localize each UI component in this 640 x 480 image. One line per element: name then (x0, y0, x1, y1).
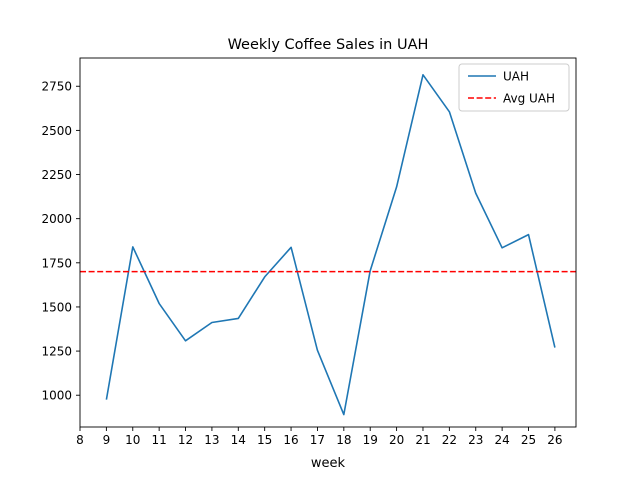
x-tick-label: 18 (336, 433, 351, 447)
series-uah-line (105, 74, 556, 416)
x-axis: 8 9 10 11 12 13 14 15 16 17 18 19 20 21 22 23 24 25 26 (76, 427, 563, 447)
y-tick-label: 1500 (41, 300, 72, 314)
x-tick-label: 14 (231, 433, 246, 447)
plot-frame (79, 57, 577, 428)
y-tick-label: 1750 (41, 256, 72, 270)
x-tick-label: 8 (76, 433, 84, 447)
x-tick-label: 11 (152, 433, 167, 447)
x-tick-label: 26 (547, 433, 562, 447)
x-axis-label: week (311, 456, 346, 471)
y-tick-label: 2250 (41, 168, 72, 182)
x-tick-label: 15 (257, 433, 272, 447)
x-tick-label: 24 (494, 433, 509, 447)
legend-label: UAH (503, 70, 529, 84)
x-tick-label: 16 (283, 433, 298, 447)
x-tick-label: 19 (363, 433, 378, 447)
x-tick-label: 9 (103, 433, 111, 447)
y-axis: 1000 1250 1500 1750 2000 2250 2500 2750 (41, 80, 80, 403)
y-tick-label: 2750 (41, 80, 72, 94)
x-tick-label: 10 (125, 433, 140, 447)
legend-label: Avg UAH (503, 92, 555, 106)
x-tick-label: 13 (204, 433, 219, 447)
x-tick-label: 20 (389, 433, 404, 447)
x-tick-label: 23 (468, 433, 483, 447)
x-tick-label: 22 (442, 433, 457, 447)
y-tick-label: 1250 (41, 345, 72, 359)
y-tick-label: 1000 (41, 389, 72, 403)
x-tick-label: 17 (310, 433, 325, 447)
y-tick-label: 2500 (41, 124, 72, 138)
chart-title: Weekly Coffee Sales in UAH (228, 37, 429, 53)
y-tick-label: 2000 (41, 212, 72, 226)
x-tick-label: 21 (415, 433, 430, 447)
legend: UAH Avg UAH (458, 63, 570, 112)
x-tick-label: 12 (178, 433, 193, 447)
plot-area (79, 57, 577, 428)
x-tick-label: 25 (521, 433, 536, 447)
